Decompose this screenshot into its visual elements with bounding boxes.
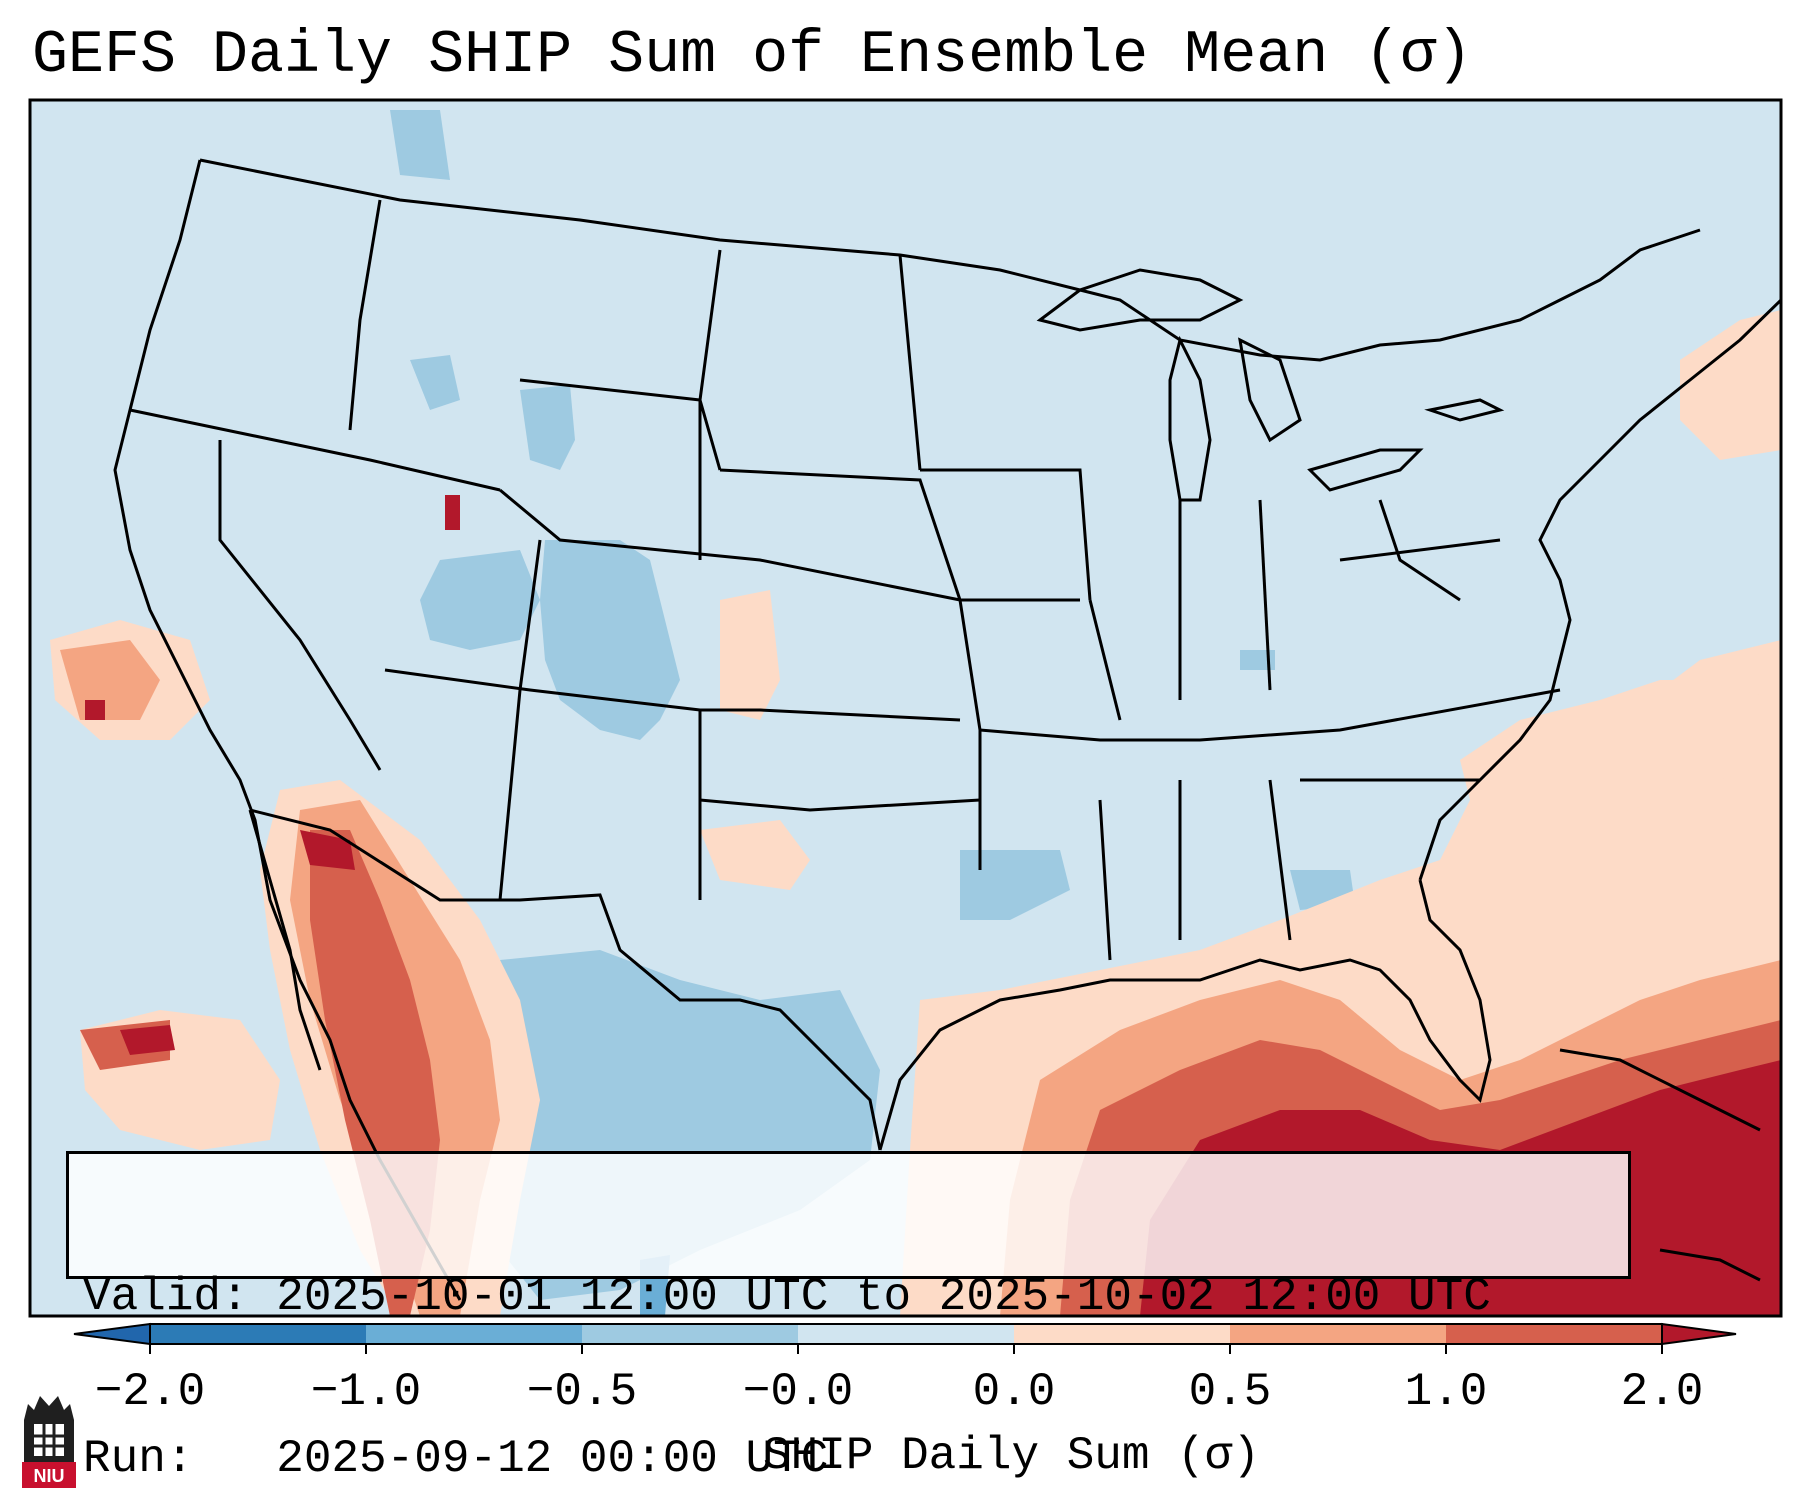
anomaly-pos-pacific2-darkred xyxy=(85,700,105,720)
state-border-13 xyxy=(699,798,981,812)
atlantic-coast xyxy=(1418,298,1781,881)
colorbar-tick-label: 0.5 xyxy=(1188,1366,1272,1418)
state-border-15 xyxy=(920,468,1092,601)
island-hispaniola xyxy=(1659,1248,1761,1282)
map-borders xyxy=(113,158,1781,1301)
state-border-14 xyxy=(979,688,1561,742)
map-frame xyxy=(28,98,1783,1318)
baja-coast xyxy=(248,809,322,1071)
state-border-8 xyxy=(498,539,542,901)
colorbar-segment xyxy=(582,1324,798,1344)
lake-huron xyxy=(1238,337,1302,443)
colorbar-segment xyxy=(1014,1324,1230,1344)
anomaly-pos-colorado-light xyxy=(720,590,780,720)
colorbar-frame xyxy=(149,1323,1663,1345)
state-border-21 xyxy=(1098,799,1112,961)
anomaly-neg-louisiana xyxy=(960,850,1070,920)
colorbar-tick-label: −1.0 xyxy=(310,1366,422,1418)
west-coast xyxy=(113,159,462,1301)
gulf-coast xyxy=(878,879,1492,1151)
state-border-18 xyxy=(1258,499,1272,691)
run-time-text: Run: 2025-09-12 00:00 UTC xyxy=(83,1433,829,1485)
lake-ontario xyxy=(1424,398,1505,422)
info-box: Valid: 2025-10-01 12:00 UTC to 2025-10-0… xyxy=(66,1151,1631,1485)
colorbar xyxy=(73,1322,1737,1354)
anomaly-pos-az-darkred xyxy=(300,830,355,870)
border-us-canada xyxy=(199,158,1701,362)
lake-erie xyxy=(1307,448,1424,492)
border-us-mexico xyxy=(249,808,882,1151)
anomaly-neg-ky xyxy=(1240,650,1275,670)
anomaly-pos-atlantic-light xyxy=(1460,680,1781,840)
state-border-11 xyxy=(898,254,922,471)
colorbar-segment xyxy=(150,1324,366,1344)
lake-michigan xyxy=(1168,335,1212,502)
figure-title: GEFS Daily SHIP Sum of Ensemble Mean (σ) xyxy=(32,22,1473,90)
logo-badge xyxy=(22,1462,76,1488)
colorbar-title: SHIP Daily Sum (σ) xyxy=(763,1430,1260,1482)
state-border-6 xyxy=(499,488,1080,602)
anomaly-neg-wyoming xyxy=(520,385,575,470)
colorbar-tick-label: −2.0 xyxy=(94,1366,206,1418)
state-border-1 xyxy=(129,408,501,492)
colorbar-segment xyxy=(1446,1324,1662,1344)
state-border-7 xyxy=(698,249,722,560)
anomaly-pos-texas-light xyxy=(700,820,810,890)
state-border-2 xyxy=(218,440,382,771)
colorbar-tick-label: −0.0 xyxy=(742,1366,854,1418)
colorbar-over-arrow xyxy=(1661,1322,1737,1346)
anomaly-neg-washington xyxy=(390,110,450,180)
anomaly-neg-idaho xyxy=(410,355,460,410)
anomaly-pos-pacific-darkred xyxy=(120,1025,175,1055)
state-border-20 xyxy=(1268,779,1292,941)
state-border-23 xyxy=(1378,499,1461,602)
niu-logo: NIU xyxy=(22,1396,76,1488)
colorbar-segment xyxy=(1230,1324,1446,1344)
colorbar-tick-label: −0.5 xyxy=(526,1366,638,1418)
anomaly-pos-newengland xyxy=(1680,310,1781,460)
colorbar-tick-label: 2.0 xyxy=(1620,1366,1704,1418)
anomaly-pos-utah-darkred xyxy=(445,495,460,530)
colorbar-tick-label: 0.0 xyxy=(972,1366,1056,1418)
valid-time-text: Valid: 2025-10-01 12:00 UTC to 2025-10-0… xyxy=(83,1271,1491,1323)
island-cuba xyxy=(1559,1048,1761,1132)
colorbar-segment xyxy=(366,1324,582,1344)
logo-text: NIU xyxy=(34,1466,65,1486)
state-border-22 xyxy=(1339,538,1501,562)
lake-superior xyxy=(1036,268,1244,332)
anomaly-neg-rockies xyxy=(540,540,680,740)
colorbar-tick-label: 1.0 xyxy=(1404,1366,1488,1418)
anomaly-neg-utah xyxy=(420,550,540,650)
state-border-16 xyxy=(1088,599,1122,721)
state-border-3 xyxy=(348,199,382,431)
state-border-10 xyxy=(719,468,962,601)
colorbar-segment xyxy=(798,1324,1014,1344)
